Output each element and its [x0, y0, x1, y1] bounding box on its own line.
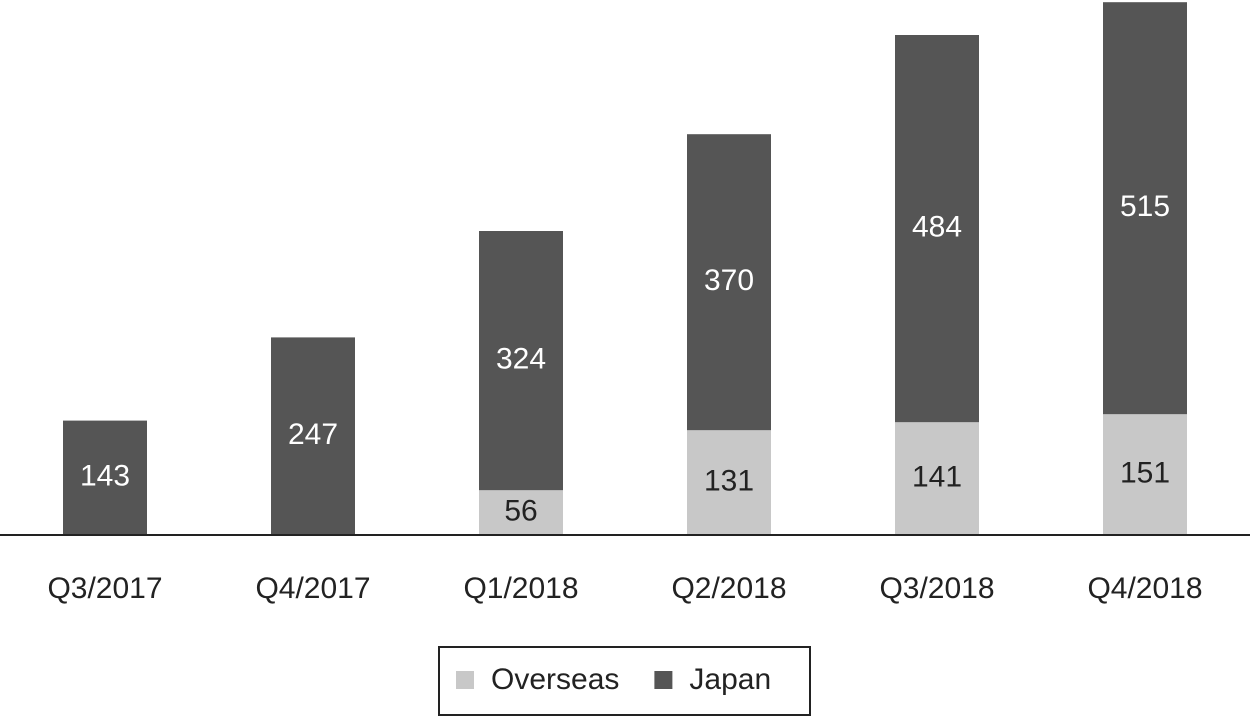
- bar-segment: [895, 422, 979, 535]
- x-tick-label: Q2/2018: [671, 572, 786, 605]
- bar-segment: [687, 134, 771, 431]
- bar-segment: [63, 420, 147, 535]
- legend-swatch: [654, 671, 673, 689]
- x-tick-label: Q4/2018: [1087, 572, 1202, 605]
- value-label: 484: [912, 211, 962, 244]
- bar-segment: [687, 430, 771, 535]
- legend-swatch: [456, 671, 474, 689]
- value-label: 141: [912, 461, 962, 494]
- value-label: 56: [504, 495, 537, 528]
- bar-segment: [1103, 2, 1187, 415]
- bar-segment: [895, 35, 979, 423]
- bar-segment: [479, 490, 563, 535]
- x-tick-label: Q3/2017: [47, 572, 162, 605]
- value-label: 515: [1120, 190, 1170, 223]
- value-label: 131: [704, 465, 754, 498]
- value-label: 324: [496, 343, 546, 376]
- legend-label: Overseas: [491, 663, 619, 696]
- x-tick-label: Q1/2018: [463, 572, 578, 605]
- x-tick-label: Q4/2017: [255, 572, 370, 605]
- legend-label: Japan: [689, 663, 771, 696]
- bar-segment: [1103, 414, 1187, 535]
- bar-segment: [271, 337, 355, 535]
- x-tick-label: Q3/2018: [879, 572, 994, 605]
- value-label: 143: [80, 460, 130, 493]
- value-label: 370: [704, 264, 754, 297]
- legend-box: [438, 646, 811, 716]
- bar-segment: [479, 231, 563, 491]
- value-label: 151: [1120, 457, 1170, 490]
- value-label: 247: [288, 418, 338, 451]
